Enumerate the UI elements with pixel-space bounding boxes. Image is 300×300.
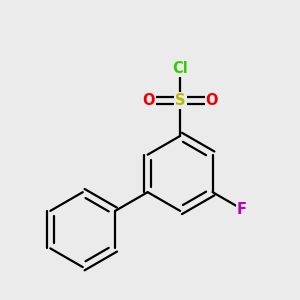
Text: O: O (206, 93, 218, 108)
Text: O: O (142, 93, 155, 108)
Text: F: F (237, 202, 247, 217)
Text: S: S (175, 93, 185, 108)
Text: Cl: Cl (172, 61, 188, 76)
